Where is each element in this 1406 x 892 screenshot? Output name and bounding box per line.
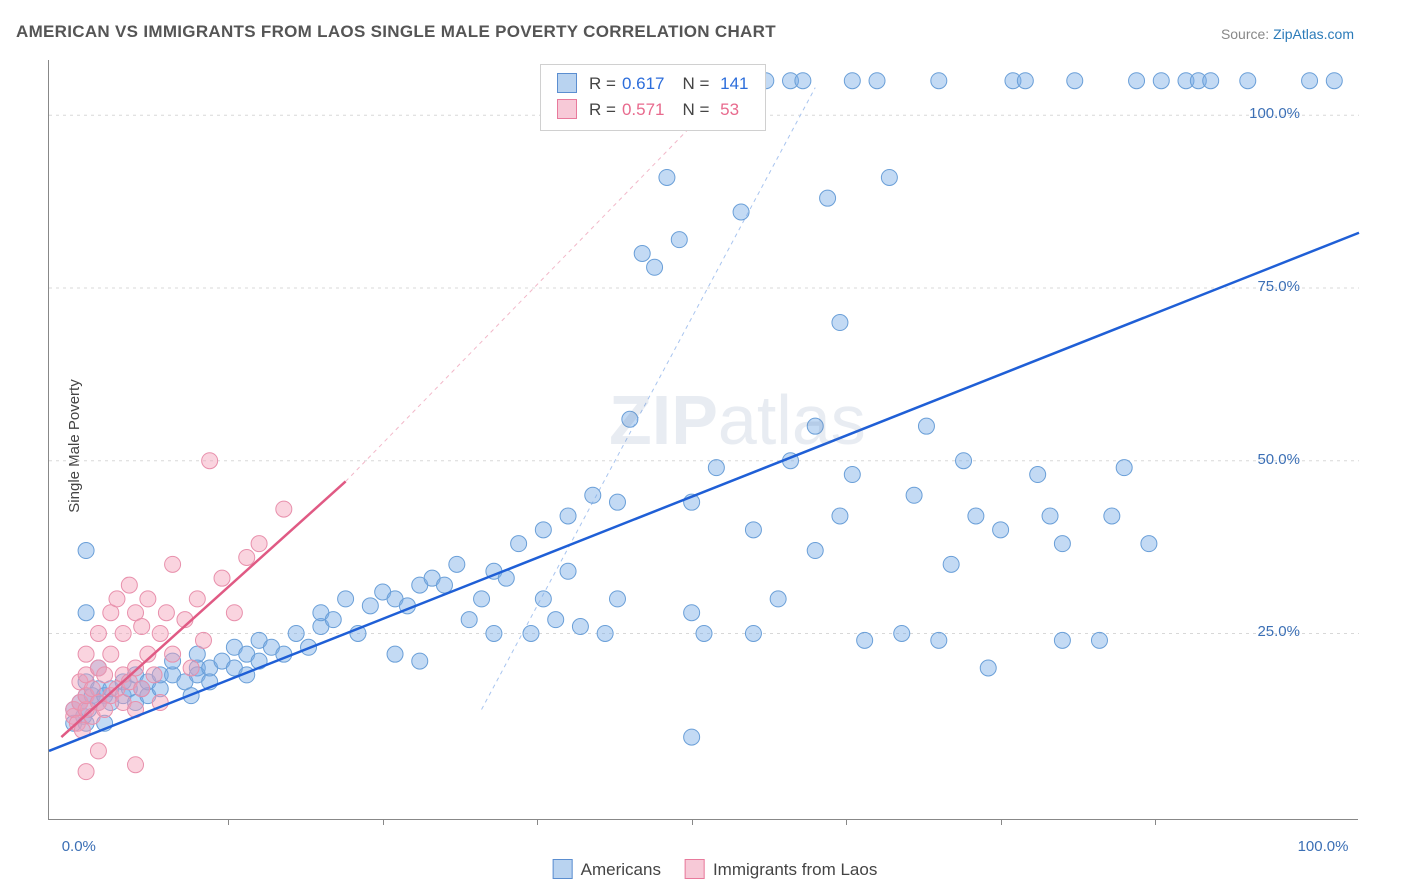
y-tick-label: 25.0% [1257,623,1300,640]
x-tick-label: 100.0% [1298,838,1349,855]
source-link[interactable]: ZipAtlas.com [1273,26,1354,42]
y-tick-label: 75.0% [1257,278,1300,295]
plot-area: ZIPatlas 25.0%50.0%75.0%100.0%0.0%100.0% [48,60,1358,820]
source-prefix: Source: [1221,26,1273,42]
correlation-legend: R =0.617N = 141R =0.571N = 53 [540,64,766,131]
x-tick [1155,819,1156,825]
x-tick [537,819,538,825]
legend-item: Americans [529,860,661,879]
x-tick [383,819,384,825]
chart-title: AMERICAN VS IMMIGRANTS FROM LAOS SINGLE … [16,22,776,42]
legend-item: Immigrants from Laos [661,860,877,879]
y-tick-label: 100.0% [1249,105,1300,122]
x-tick [228,819,229,825]
x-tick-label: 0.0% [62,838,96,855]
source-attribution: Source: ZipAtlas.com [1221,26,1354,42]
x-tick [846,819,847,825]
x-tick [692,819,693,825]
legend-row: R =0.571N = 53 [557,97,749,123]
x-tick [1001,819,1002,825]
legend-row: R =0.617N = 141 [557,71,749,97]
scatter-svg [49,60,1358,819]
series-legend: AmericansImmigrants from Laos [529,859,878,880]
y-tick-label: 50.0% [1257,451,1300,468]
